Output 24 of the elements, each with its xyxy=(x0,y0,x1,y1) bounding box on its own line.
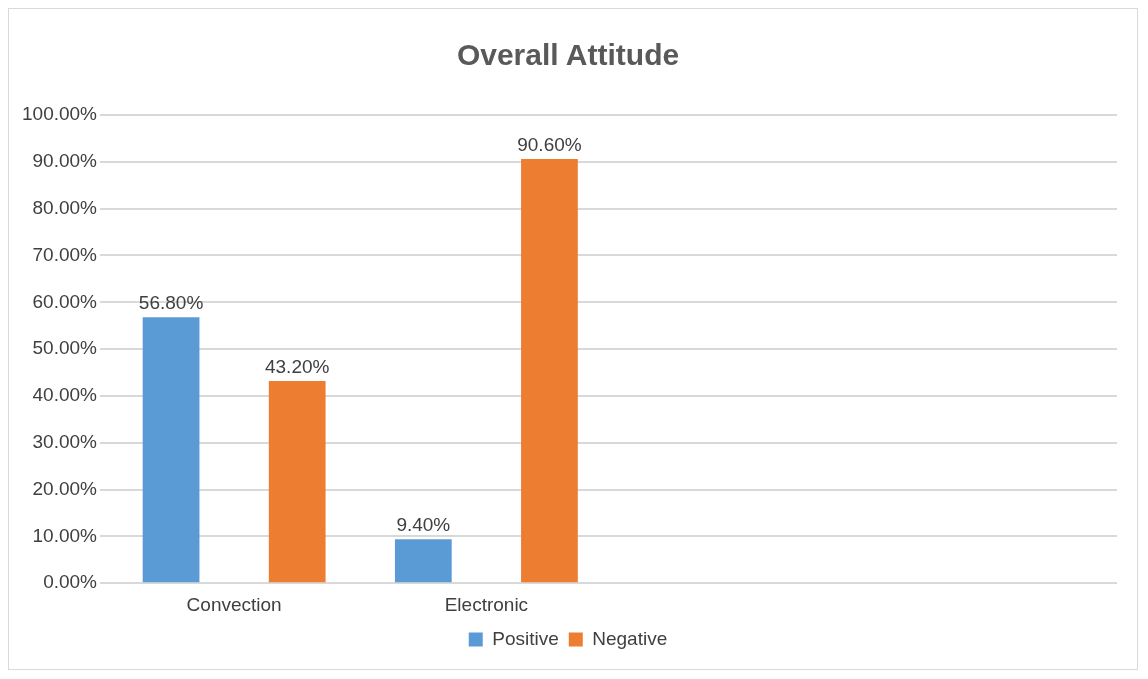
y-tick-label: 100.00% xyxy=(21,103,98,125)
data-label: 43.20% xyxy=(264,355,330,377)
bar xyxy=(521,159,578,583)
bar xyxy=(268,380,326,583)
data-label: 90.60% xyxy=(517,133,582,155)
data-label: 9.40% xyxy=(396,513,451,535)
y-tick-label: 40.00% xyxy=(32,384,98,406)
y-tick-label: 90.00% xyxy=(32,150,98,172)
data-label: 56.80% xyxy=(138,292,204,313)
bar xyxy=(394,539,452,583)
y-tick-label: 30.00% xyxy=(32,430,98,452)
legend-label: Negative xyxy=(592,627,668,649)
y-tick-label: 60.00% xyxy=(32,290,98,312)
y-tick-label: 70.00% xyxy=(32,243,98,265)
legend-label: Positive xyxy=(492,627,559,649)
y-tick-label: 0.00% xyxy=(43,571,98,593)
x-tick-label: Convection xyxy=(186,593,282,615)
y-tick-label: 80.00% xyxy=(32,196,98,218)
y-tick-label: 10.00% xyxy=(32,524,98,546)
bar xyxy=(142,317,200,583)
y-tick-label: 50.00% xyxy=(32,337,98,359)
chart-title: Overall Attitude xyxy=(456,38,680,72)
y-tick-label: 20.00% xyxy=(32,477,98,499)
x-tick-label: Electronic xyxy=(444,593,529,615)
